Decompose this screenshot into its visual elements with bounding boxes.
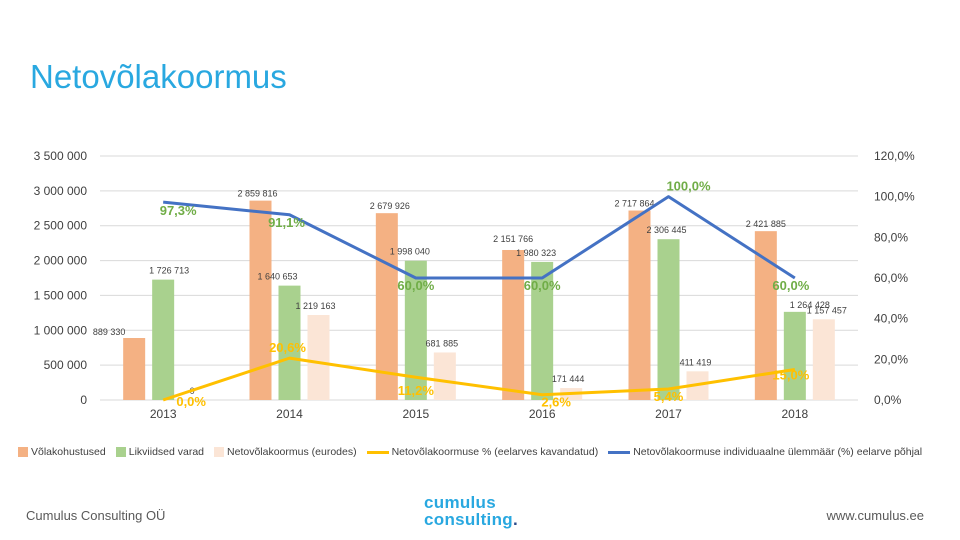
right-axis-tick-label: 20,0% <box>874 352 908 366</box>
line-data-label: 2,6% <box>541 395 571 410</box>
left-axis-tick-label: 0 <box>80 393 87 407</box>
line-data-label: 91,1% <box>268 215 305 230</box>
legend-label-net-debt: Netovõlakoormus (eurodes) <box>227 446 357 458</box>
logo-word: consulting <box>424 510 513 529</box>
bar <box>404 260 427 400</box>
left-axis-tick-label: 1 000 000 <box>34 323 88 337</box>
chart-canvas: 0 500 000 1 000 000 1 500 000 2 000 000 2 500… <box>34 149 915 421</box>
bar <box>754 231 777 400</box>
line-data-label: 97,3% <box>160 203 197 218</box>
chart-legend: Võlakohustused Likviidsed varad Netovõla… <box>18 446 932 458</box>
bar <box>531 261 554 400</box>
bar <box>123 338 146 400</box>
line-data-label: 15,0% <box>772 368 809 383</box>
bar <box>152 279 175 400</box>
legend-item-max-limit: Netovõlakoormuse individuaalne ülemmäär … <box>608 446 922 458</box>
bar-data-label: 1 998 040 <box>390 247 430 257</box>
right-axis-tick-label: 80,0% <box>874 230 908 244</box>
category-label: 2014 <box>276 407 303 421</box>
legend-item-net-debt-pct: Netovõlakoormuse % (eelarves kavandatud) <box>366 446 599 458</box>
bar-data-label: 889 330 <box>93 327 126 337</box>
line-data-label: 11,2% <box>398 383 435 398</box>
line-data-label: 60,0% <box>772 278 809 293</box>
bar-data-label: 2 306 445 <box>646 225 686 235</box>
cumulus-logo: cumulus consulting. <box>424 494 544 528</box>
right-axis-tick-label: 40,0% <box>874 312 908 326</box>
legend-item-liquid-assets: Likviidsed varad <box>115 446 205 458</box>
page-title: Netovõlakoormus <box>30 58 287 95</box>
legend-item-net-debt: Netovõlakoormus (eurodes) <box>214 446 357 458</box>
bar-data-label: 1 219 163 <box>295 301 335 311</box>
line-data-label: 5,4% <box>654 389 684 404</box>
bar <box>278 285 301 400</box>
category-label: 2015 <box>402 407 429 421</box>
logo-line-1: cumulus <box>424 493 497 512</box>
line-data-label: 60,0% <box>397 278 434 293</box>
bar <box>783 311 806 400</box>
left-axis-tick-label: 3 500 000 <box>34 149 88 163</box>
bar <box>307 315 330 400</box>
right-axis-tick-label: 100,0% <box>874 190 915 204</box>
right-axis-tick-label: 0,0% <box>874 393 902 407</box>
bar-data-label: 1 980 323 <box>516 248 556 258</box>
line-data-label: 60,0% <box>524 278 561 293</box>
legend-label-net-debt-pct: Netovõlakoormuse % (eelarves kavandatud) <box>391 446 599 458</box>
bar-data-label: 2 151 766 <box>493 234 533 244</box>
bar-data-label: 1 726 713 <box>149 266 189 276</box>
legend-swatch-net-debt <box>214 447 225 457</box>
category-label: 2018 <box>781 407 808 421</box>
logo-dot: . <box>512 510 518 529</box>
bar <box>249 200 272 400</box>
legend-swatch-debt <box>18 447 28 457</box>
bar-data-label: 2 859 816 <box>237 189 277 199</box>
bar-data-label: 171 444 <box>552 374 585 384</box>
bar-data-label: 411 419 <box>680 357 712 367</box>
legend-label-liquid-assets: Likviidsed varad <box>128 446 205 458</box>
category-label: 2016 <box>529 407 556 421</box>
right-axis-tick-label: 120,0% <box>874 149 915 163</box>
left-axis-tick-label: 2 500 000 <box>34 219 88 233</box>
bar-data-label: 2 679 926 <box>370 201 410 211</box>
legend-swatch-net-debt-pct <box>366 450 389 454</box>
bar-data-label: 1 157 457 <box>807 305 847 315</box>
left-axis-tick-label: 1 500 000 <box>34 288 88 302</box>
legend-label-debt: Võlakohustused <box>31 446 106 458</box>
legend-swatch-max-limit <box>608 450 631 454</box>
left-axis-tick-label: 500 000 <box>44 358 88 372</box>
legend-item-debt: Võlakohustused <box>18 446 106 458</box>
bar <box>812 319 835 400</box>
line-data-label: 100,0% <box>666 179 711 194</box>
bar-data-label: 681 885 <box>426 338 459 348</box>
logo-line-2: consulting. <box>424 511 544 528</box>
bar-data-label: 2 421 885 <box>746 219 786 229</box>
bar <box>502 249 525 400</box>
company-name: Cumulus Consulting OÜ <box>26 508 166 523</box>
category-label: 2013 <box>150 407 177 421</box>
right-axis-tick-label: 60,0% <box>874 271 908 285</box>
left-axis-tick-label: 2 000 000 <box>34 254 88 268</box>
bar-data-label: 2 717 864 <box>614 199 654 209</box>
line-data-label: 20,6% <box>269 340 306 355</box>
bar <box>657 239 680 400</box>
left-axis-tick-label: 3 000 000 <box>34 184 88 198</box>
line-data-label: 0,0% <box>176 394 206 409</box>
bar <box>433 352 456 400</box>
website-link[interactable]: www.cumulus.ee <box>826 508 924 523</box>
bar <box>628 210 651 400</box>
legend-swatch-liquid-assets <box>115 447 126 457</box>
bar-data-label: 1 264 428 <box>790 300 830 310</box>
legend-label-max-limit: Netovõlakoormuse individuaalne ülemmäär … <box>633 446 923 458</box>
category-label: 2017 <box>655 407 682 421</box>
max-limit-line <box>163 195 796 280</box>
bar-data-label: 1 640 653 <box>257 272 297 282</box>
net-debt-pct-line <box>162 356 796 402</box>
